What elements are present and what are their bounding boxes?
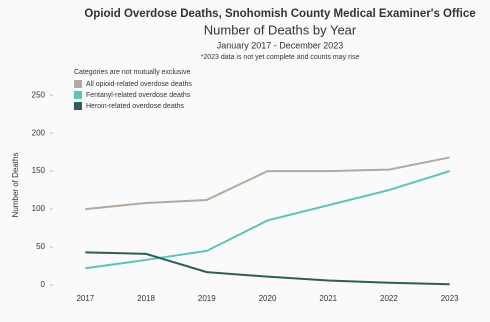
chart-subtitle: Number of Deaths by Year	[204, 22, 357, 37]
x-tick-label: 2018	[137, 294, 155, 303]
chart-title: Opioid Overdose Deaths, Snohomish County…	[84, 8, 475, 20]
series-line	[85, 251, 450, 286]
x-tick-label: 2017	[76, 294, 94, 303]
y-tick-label: 150	[32, 166, 46, 175]
y-tick-label: 100	[32, 204, 46, 213]
legend-swatch	[74, 102, 82, 110]
note: *2023 data is not yet complete and count…	[201, 54, 360, 61]
legend-label: All opioid-related overdose deaths	[86, 81, 192, 88]
y-tick-label: 50	[36, 242, 45, 251]
series-line	[85, 170, 450, 270]
legend-swatch	[74, 80, 82, 88]
x-tick-label: 2021	[319, 294, 337, 303]
date-range: January 2017 - December 2023	[217, 40, 344, 50]
y-tick-label: 250	[32, 90, 46, 99]
x-tick-label: 2023	[441, 294, 459, 303]
x-tick-label: 2019	[198, 294, 216, 303]
x-tick-label: 2022	[380, 294, 398, 303]
y-tick-label: 200	[32, 128, 46, 137]
y-tick-label: 0	[41, 280, 46, 289]
legend-label: Fentanyl-related overdose deaths	[86, 92, 191, 99]
x-tick-label: 2020	[259, 294, 277, 303]
y-axis-label: Number of Deaths	[11, 153, 20, 218]
legend-title: Categories are not mutually exclusive	[74, 69, 190, 76]
legend-label: Heroin-related overdose deaths	[86, 103, 185, 110]
series-line	[85, 156, 450, 211]
legend-swatch	[74, 91, 82, 99]
